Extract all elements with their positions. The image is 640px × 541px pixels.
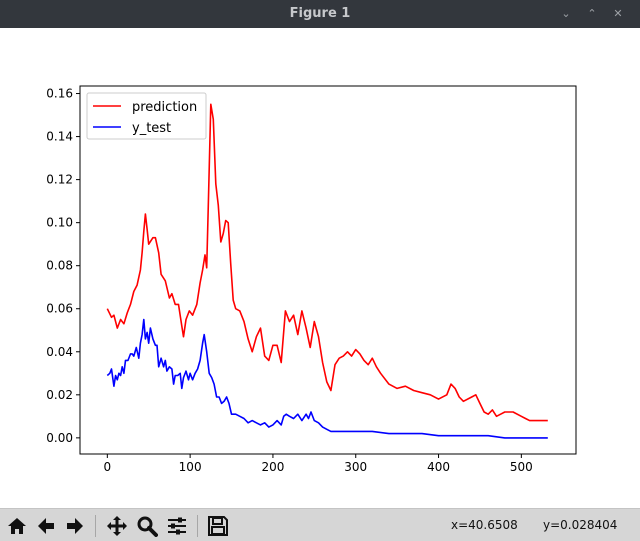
series-line-prediction: [106, 103, 548, 422]
zoom-button[interactable]: [134, 513, 160, 539]
home-button[interactable]: [4, 513, 30, 539]
toolbar-separator: [95, 515, 96, 537]
pan-button[interactable]: [104, 513, 130, 539]
home-icon: [8, 518, 26, 534]
close-icon[interactable]: ✕: [613, 7, 623, 20]
move-icon: [107, 516, 127, 536]
x-tick-label: 0: [104, 460, 112, 474]
y-tick-label: 0.00: [46, 431, 73, 445]
save-button[interactable]: [205, 513, 231, 539]
x-tick-label: 500: [510, 460, 533, 474]
subplots-button[interactable]: [164, 513, 190, 539]
back-button[interactable]: [33, 513, 59, 539]
y-tick-label: 0.14: [46, 130, 73, 144]
window-titlebar[interactable]: Figure 1 ⌄ ⌃ ✕: [0, 0, 640, 28]
figure-canvas[interactable]: 0 100 200 300 400 500 0.00 0.02 0.04 0.06 0.08 0.10…: [0, 28, 640, 508]
arrow-right-icon: [67, 518, 83, 534]
y-tick-label: 0.12: [46, 173, 73, 187]
window-title: Figure 1: [289, 6, 351, 21]
plot-area: [79, 85, 577, 455]
x-coordinate-readout: x=40.6508: [451, 518, 518, 532]
y-tick-label: 0.02: [46, 388, 73, 402]
x-tick-label: 200: [261, 460, 284, 474]
y-tick-label: 0.08: [46, 259, 73, 273]
maximize-icon[interactable]: ⌃: [587, 7, 597, 20]
minimize-icon[interactable]: ⌄: [561, 7, 571, 20]
chart: 0 100 200 300 400 500 0.00 0.02 0.04 0.06 0.08 0.10…: [46, 85, 577, 474]
series-line-y-test: [106, 318, 548, 439]
y-tick-label: 0.10: [46, 216, 73, 230]
y-tick-label: 0.04: [46, 345, 73, 359]
toolbar-separator: [197, 515, 198, 537]
y-coordinate-readout: y=0.028404: [543, 518, 618, 532]
x-tick-label: 400: [427, 460, 450, 474]
y-tick-label: 0.06: [46, 302, 73, 316]
legend-label: prediction: [132, 100, 197, 115]
arrow-left-icon: [38, 518, 54, 534]
save-icon: [208, 516, 228, 536]
legend-label: y_test: [132, 121, 171, 136]
navigation-toolbar: x=40.6508 y=0.028404: [0, 508, 640, 541]
forward-button[interactable]: [62, 513, 88, 539]
magnifier-icon: [137, 516, 158, 537]
x-tick-label: 300: [344, 460, 367, 474]
sliders-icon: [168, 517, 186, 535]
x-tick-label: 100: [179, 460, 202, 474]
y-tick-label: 0.16: [46, 87, 73, 101]
